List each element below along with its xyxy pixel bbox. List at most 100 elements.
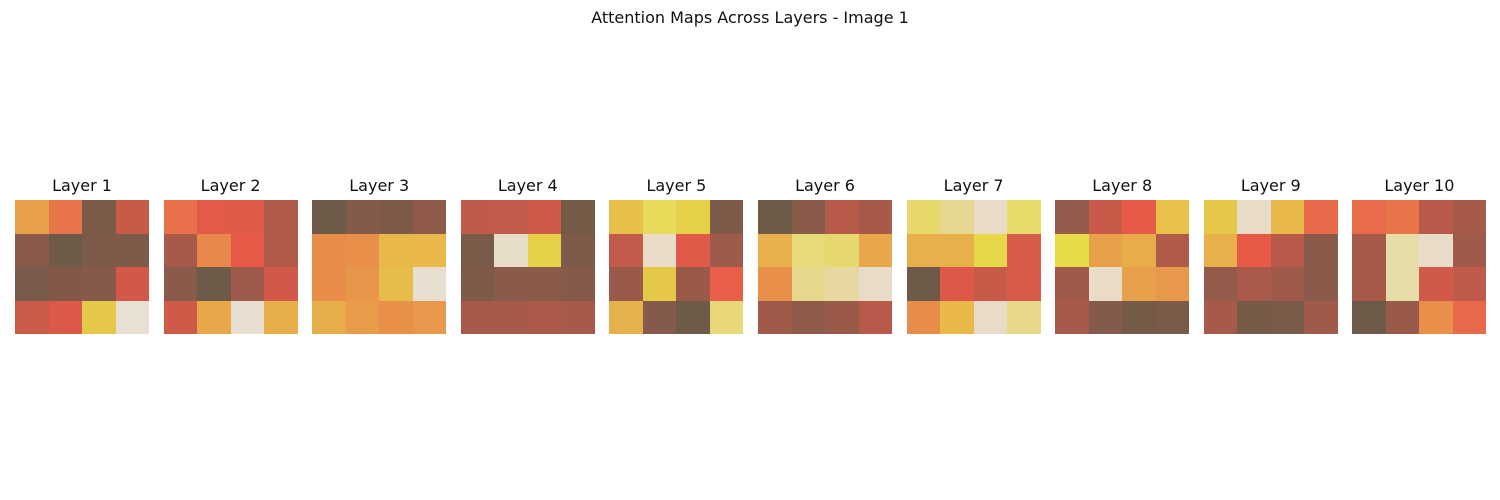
heatmap-cell — [1419, 200, 1453, 234]
heatmap-cell — [561, 233, 595, 267]
heatmap-cell — [412, 267, 447, 301]
heatmap-cell — [858, 233, 892, 267]
heatmap-cell — [15, 267, 49, 301]
heatmap-panel: Layer 9 — [1203, 174, 1338, 334]
heatmap-cell — [1270, 300, 1305, 334]
heatmap-panel: Layer 2 — [163, 174, 298, 334]
heatmap-cell — [1304, 200, 1338, 234]
heatmap-cell — [1122, 267, 1156, 301]
heatmap-cell — [791, 233, 825, 267]
heatmap-cell — [609, 267, 643, 301]
heatmap-cell — [1419, 300, 1453, 334]
heatmap-cell — [115, 233, 149, 267]
heatmap-panel: Layer 8 — [1055, 174, 1190, 334]
heatmap-cell — [1304, 233, 1338, 267]
heatmap-cell — [758, 300, 792, 334]
heatmap-cell — [858, 200, 892, 234]
heatmap-cell — [115, 267, 149, 301]
heatmap-cell — [825, 233, 859, 267]
heatmap-cell — [973, 233, 1008, 267]
heatmap-cell — [1055, 267, 1089, 301]
heatmap-cell — [163, 267, 198, 301]
heatmap-cell — [561, 300, 595, 334]
heatmap-cell — [1203, 267, 1238, 301]
heatmap-cell — [609, 200, 643, 234]
heatmap-cell — [1155, 233, 1190, 267]
heatmap-cell — [609, 233, 643, 267]
heatmap-cell — [1088, 267, 1123, 301]
heatmap-cell — [1237, 233, 1271, 267]
heatmap-cell — [825, 200, 859, 234]
heatmap-cell — [709, 233, 744, 267]
heatmap-cell — [345, 233, 380, 267]
heatmap-cell — [312, 300, 346, 334]
heatmap-cell — [1385, 300, 1420, 334]
heatmap-panel: Layer 7 — [906, 174, 1041, 334]
heatmap-panel: Layer 10 — [1352, 174, 1487, 334]
panel-title: Layer 8 — [1092, 176, 1153, 195]
heatmap-panel: Layer 4 — [460, 174, 595, 334]
heatmap-cell — [494, 233, 528, 267]
heatmap-grid — [906, 200, 1041, 334]
heatmap-grid — [15, 200, 149, 334]
heatmap-cell — [1122, 233, 1156, 267]
heatmap-cell — [494, 267, 528, 301]
heatmap-cell — [1055, 233, 1089, 267]
heatmap-cell — [906, 267, 941, 301]
heatmap-cell — [345, 200, 380, 234]
heatmap-cell — [345, 300, 380, 334]
heatmap-cell — [758, 200, 792, 234]
heatmap-cell — [15, 300, 49, 334]
heatmap-cell — [1237, 300, 1271, 334]
heatmap-cell — [676, 233, 710, 267]
heatmap-cell — [1203, 233, 1238, 267]
heatmap-cell — [676, 267, 710, 301]
heatmap-cell — [163, 300, 198, 334]
chart-title: Attention Maps Across Layers - Image 1 — [591, 8, 909, 27]
heatmap-cell — [858, 267, 892, 301]
panel-title: Layer 4 — [497, 176, 558, 195]
panel-title: Layer 6 — [795, 176, 855, 195]
panel-title: Layer 1 — [52, 176, 112, 195]
heatmap-cell — [230, 233, 265, 267]
heatmap-panel: Layer 5 — [609, 174, 744, 334]
heatmap-cell — [1203, 200, 1238, 234]
heatmap-cell — [642, 300, 677, 334]
heatmap-cell — [379, 267, 413, 301]
heatmap-cell — [1419, 267, 1453, 301]
heatmap-cell — [412, 233, 447, 267]
panel-title: Layer 5 — [646, 176, 707, 195]
heatmap-cell — [1385, 267, 1420, 301]
heatmap-cell — [82, 200, 116, 234]
heatmap-cell — [379, 300, 413, 334]
heatmap-cell — [561, 200, 595, 234]
heatmap-cell — [1452, 267, 1487, 301]
heatmap-cell — [906, 200, 941, 234]
heatmap-cell — [527, 200, 562, 234]
heatmap-cell — [642, 233, 677, 267]
heatmap-cell — [940, 233, 974, 267]
heatmap-cell — [940, 267, 974, 301]
heatmap-cell — [1088, 233, 1123, 267]
heatmap-cell — [460, 200, 495, 234]
heatmap-cell — [1007, 200, 1041, 234]
panel-title: Layer 3 — [349, 176, 410, 195]
heatmap-cell — [1270, 200, 1305, 234]
heatmap-cell — [791, 267, 825, 301]
heatmap-cell — [82, 300, 116, 334]
panel-title: Layer 7 — [943, 176, 1004, 195]
heatmap-cell — [858, 300, 892, 334]
heatmap-cell — [1237, 200, 1271, 234]
heatmap-cell — [758, 233, 792, 267]
heatmap-grid — [609, 200, 744, 334]
heatmap-cell — [412, 200, 447, 234]
heatmap-cell — [379, 200, 413, 234]
heatmap-cell — [197, 200, 231, 234]
heatmap-cell — [906, 300, 941, 334]
heatmap-cell — [1385, 200, 1420, 234]
heatmap-cell — [973, 267, 1008, 301]
heatmap-cell — [825, 267, 859, 301]
heatmap-cell — [1352, 300, 1386, 334]
heatmap-cell — [264, 267, 298, 301]
heatmap-cell — [1122, 200, 1156, 234]
